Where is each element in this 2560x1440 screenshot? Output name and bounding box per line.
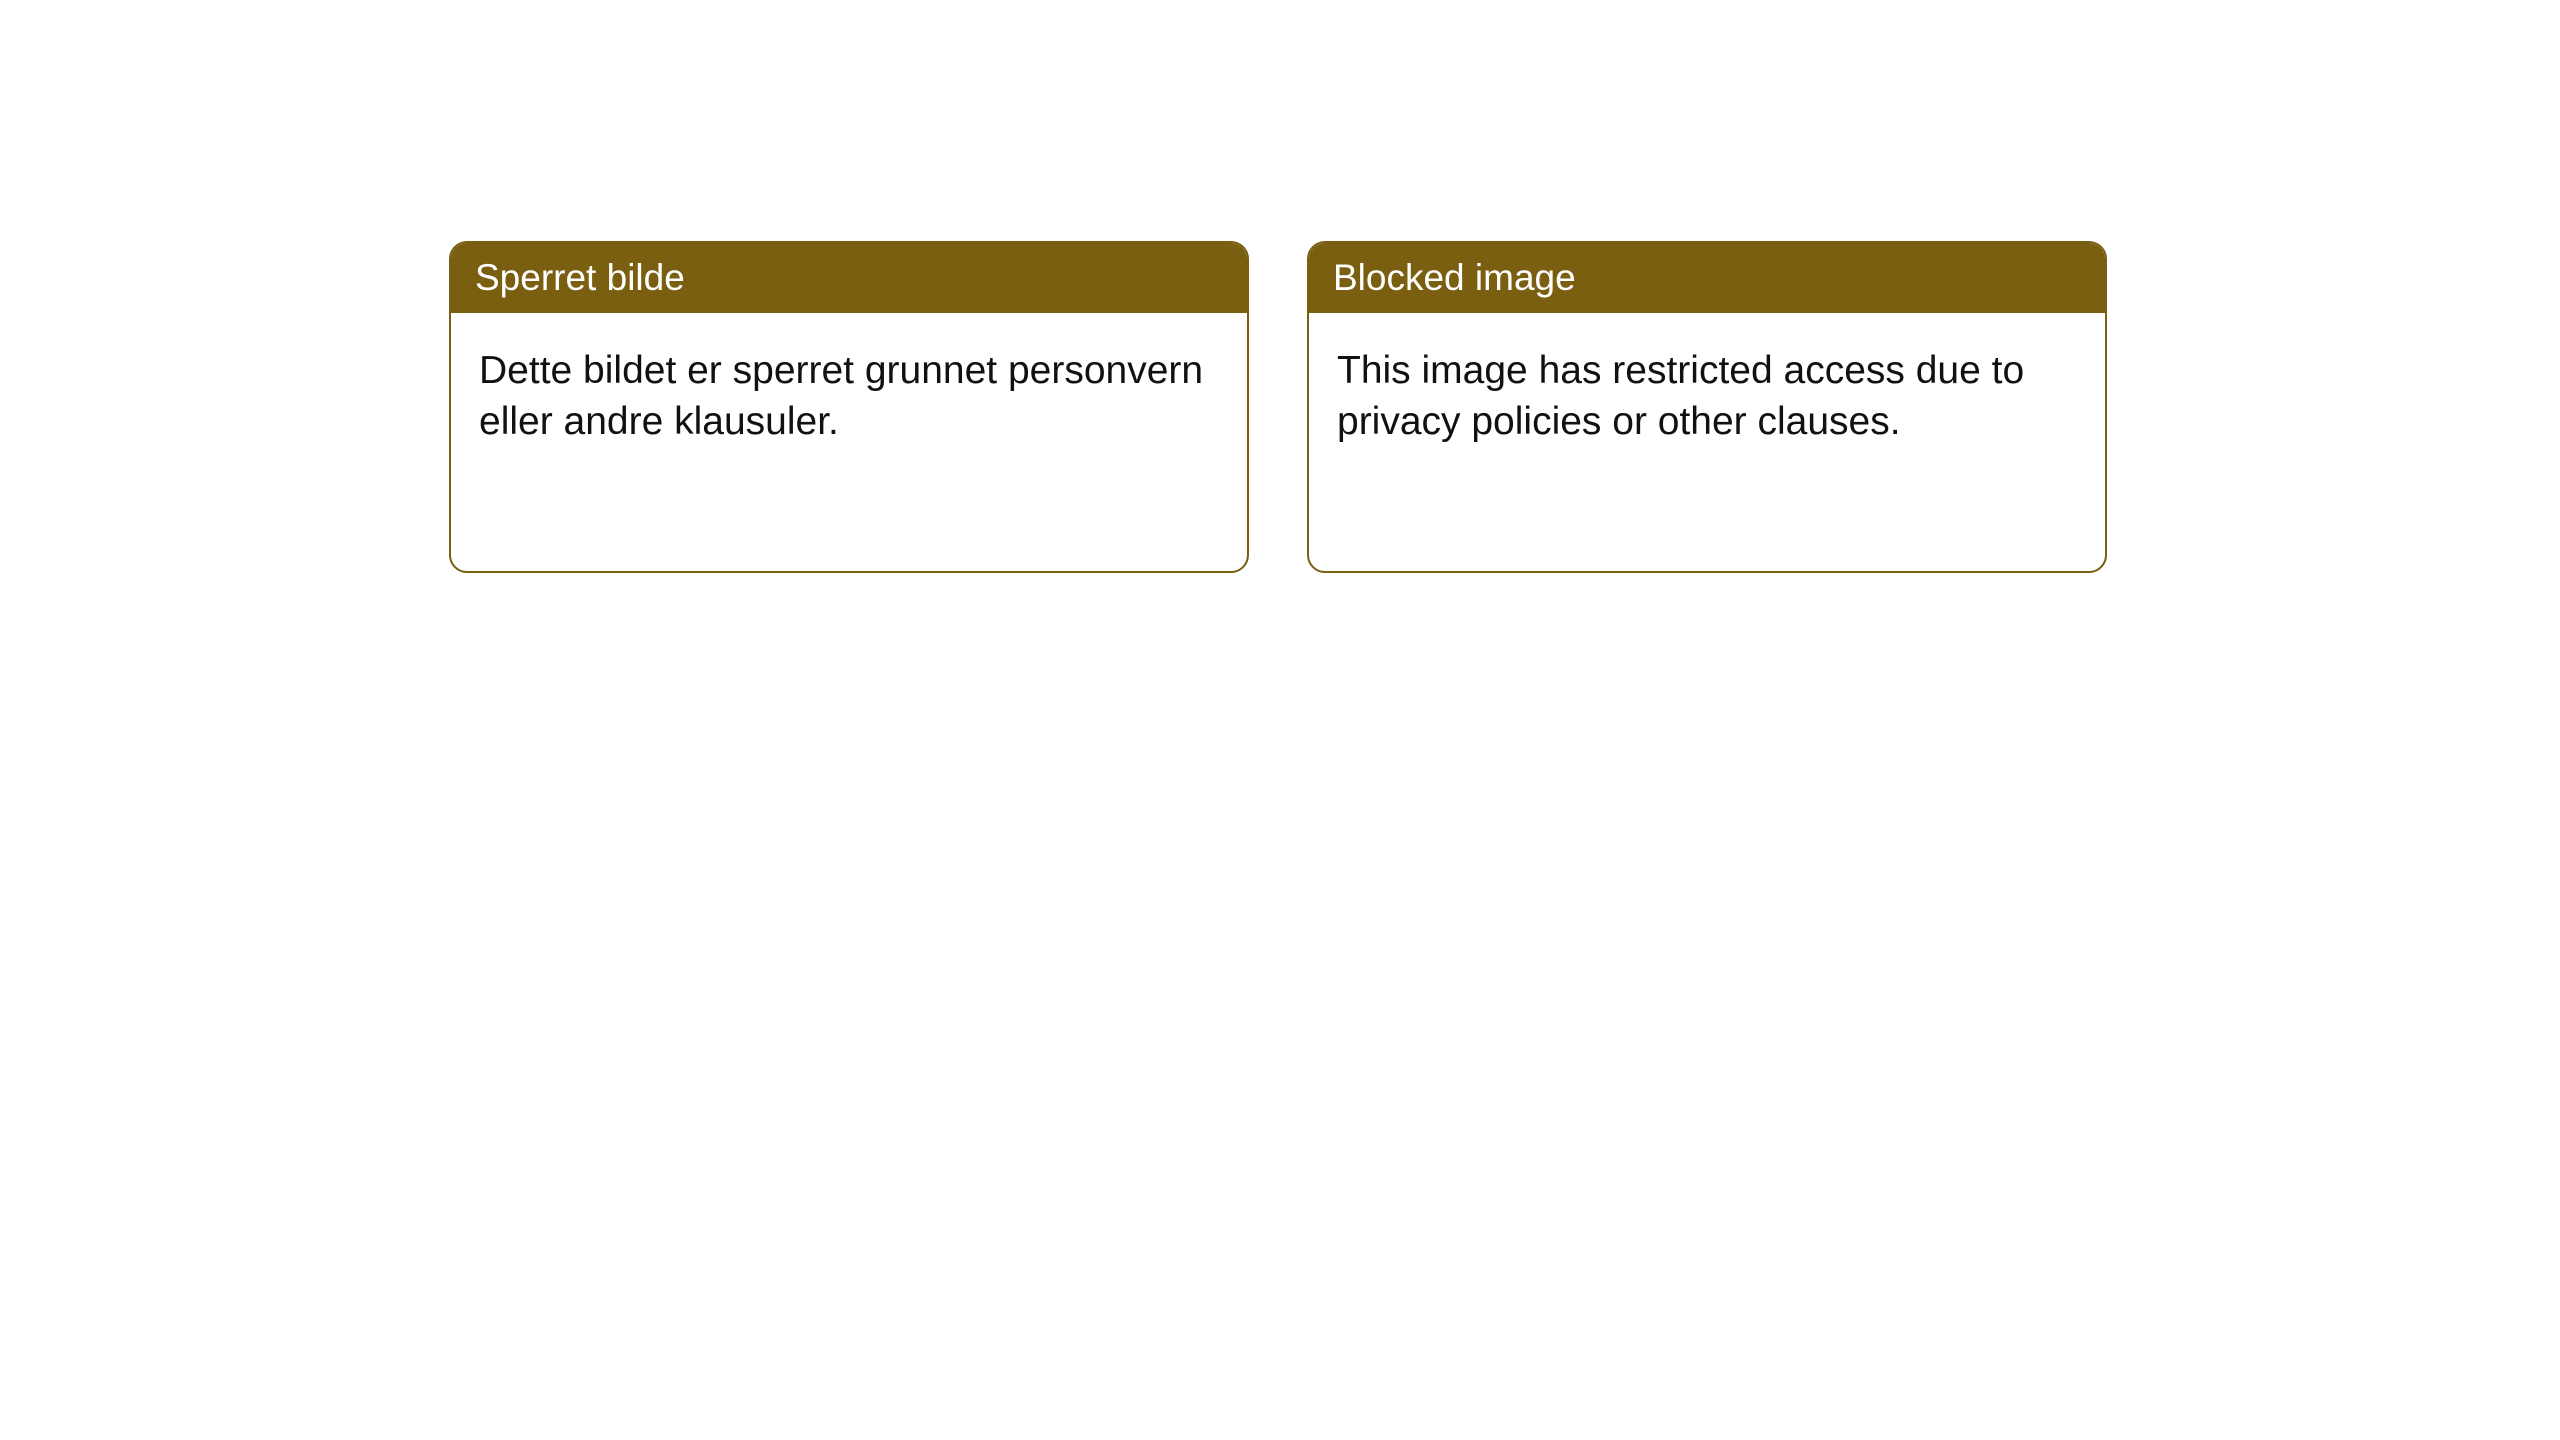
card-body-no: Dette bildet er sperret grunnet personve…: [451, 313, 1247, 480]
card-header-en: Blocked image: [1309, 243, 2105, 313]
card-header-no: Sperret bilde: [451, 243, 1247, 313]
notice-container: Sperret bilde Dette bildet er sperret gr…: [0, 0, 2560, 573]
blocked-image-card-no: Sperret bilde Dette bildet er sperret gr…: [449, 241, 1249, 573]
blocked-image-card-en: Blocked image This image has restricted …: [1307, 241, 2107, 573]
card-body-en: This image has restricted access due to …: [1309, 313, 2105, 480]
